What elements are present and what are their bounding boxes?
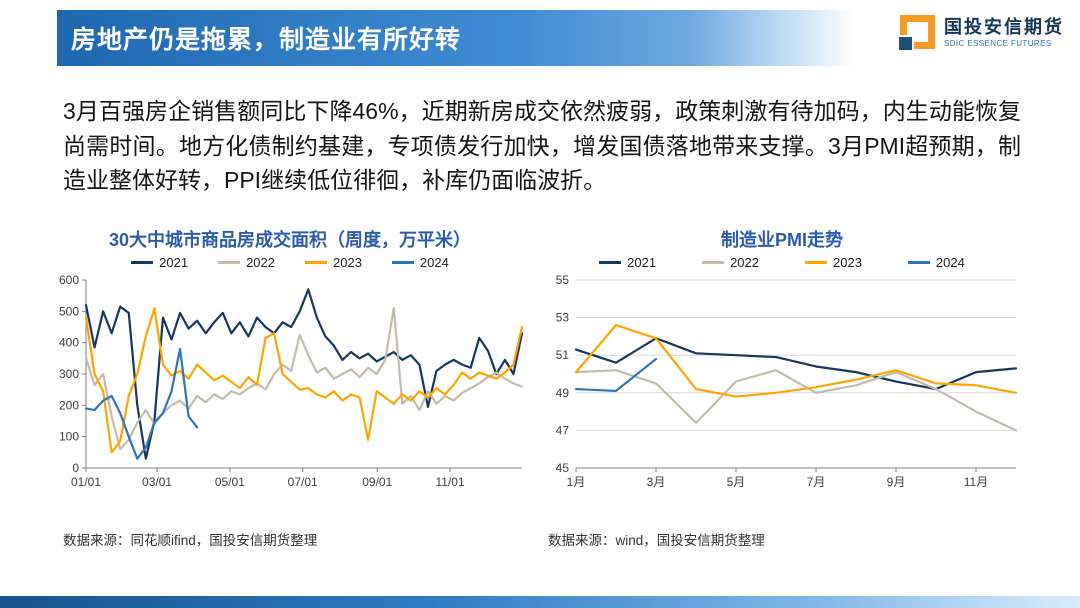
- bottom-bar: [0, 596, 1080, 608]
- y-tick-label: 45: [556, 461, 570, 475]
- logo-text: 国投安信期货 SDIC ESSENCE FUTURES: [944, 16, 1064, 49]
- y-tick-label: 300: [59, 367, 79, 381]
- legend-label: 2024: [419, 254, 449, 270]
- logo-orange-square: [900, 15, 935, 49]
- series-line-2023: [84, 307, 524, 454]
- y-tick-label: 0: [72, 461, 79, 475]
- legend-label: 2024: [935, 254, 965, 270]
- legend-item-2021: 2021: [599, 255, 656, 270]
- chart-legend: 2021 2022 2023 2024: [540, 252, 1024, 272]
- legend-item-2024: 2024: [391, 254, 449, 270]
- x-tick-label: 09/01: [362, 475, 392, 489]
- y-tick-label: 400: [59, 336, 79, 350]
- series-line-2024: [574, 357, 658, 393]
- x-tick-label: 11/01: [435, 475, 464, 489]
- legend-item-2022: 2022: [218, 255, 275, 270]
- legend-line-swatch: [599, 260, 622, 264]
- series-line-2021: [574, 337, 1018, 391]
- x-tick-label: 9月: [887, 475, 906, 489]
- x-tick-label: 11月: [964, 475, 988, 489]
- legend-line-swatch: [131, 260, 154, 264]
- source-note-left: 数据来源：同花顺ifind，国投安信期货整理: [63, 533, 318, 548]
- legend-line-swatch: [305, 260, 327, 264]
- series-line-2022: [574, 369, 1018, 432]
- page-title: 房地产仍是拖累，制造业有所好转: [71, 26, 462, 54]
- housing-sales-chart: 0 100 200 300 400 500 600 01/01 03/01 05/01 07/01 0…: [59, 273, 524, 489]
- x-tick-label: 03/01: [142, 475, 172, 489]
- company-logo: 国投安信期货 SDIC ESSENCE FUTURES: [897, 14, 1064, 52]
- legend-item-2023: 2023: [805, 255, 862, 270]
- y-tick-label: 500: [59, 304, 79, 318]
- y-tick-label: 55: [556, 273, 570, 287]
- y-tick-label: 47: [556, 423, 570, 437]
- x-tick-label: 7月: [807, 475, 826, 489]
- y-tick-label: 100: [59, 430, 79, 444]
- housing-sales-chart-block: 30大中城市商品房成交面积（周度，万平米） 2021 2022 2023 2024 0…: [50, 226, 530, 490]
- y-tick-label: 53: [556, 311, 570, 325]
- legend-item-2024: 2024: [907, 254, 965, 270]
- legend-item-2021: 2021: [131, 255, 188, 270]
- logo-name-en: SDIC ESSENCE FUTURES: [944, 38, 1052, 48]
- legend-label: 2023: [333, 254, 362, 270]
- legend-item-2022: 2022: [702, 255, 759, 270]
- legend-line-swatch: [702, 260, 725, 264]
- legend-line-swatch: [907, 260, 930, 264]
- legend-item-2023: 2023: [305, 255, 362, 270]
- y-tick-label: 49: [556, 386, 570, 400]
- y-tick-label: 200: [59, 398, 79, 412]
- legend-label: 2022: [246, 254, 275, 270]
- pmi-chart-block: 制造业PMI走势 2021 2022 2023 2024 45 47 49 51 53 55 1月…: [540, 226, 1024, 490]
- legend-label: 2023: [833, 254, 862, 270]
- legend-label: 2022: [730, 254, 759, 270]
- chart-legend: 2021 2022 2023 2024: [50, 252, 530, 272]
- x-tick-label: 3月: [647, 475, 666, 489]
- legend-label: 2021: [159, 254, 189, 270]
- pmi-chart-title: 制造业PMI走势: [720, 230, 843, 250]
- source-note-right: 数据来源：wind，国投安信期货整理: [548, 533, 765, 548]
- x-tick-label: 1月: [567, 475, 586, 489]
- series-line-2024: [84, 347, 199, 460]
- y-tick-label: 51: [556, 348, 570, 362]
- logo-blue-square: [897, 35, 914, 52]
- legend-line-swatch: [391, 260, 414, 264]
- legend-line-swatch: [805, 260, 827, 264]
- logo-square-icon: [897, 14, 935, 52]
- series-line-2021: [84, 288, 524, 460]
- housing-chart-title: 30大中城市商品房成交面积（周度，万平米）: [108, 230, 472, 250]
- logo-name-cn: 国投安信期货: [944, 16, 1064, 37]
- pmi-chart: 45 47 49 51 53 55 1月 3月 5月 7月 9月 11月: [556, 273, 1018, 489]
- legend-line-swatch: [218, 260, 241, 264]
- series-line-2023: [574, 324, 1018, 398]
- summary-paragraph: 3月百强房企销售额同比下降46%，近期新房成交依然疲弱，政策刺激有待加码，内生动…: [63, 98, 1021, 193]
- x-tick-label: 5月: [727, 475, 746, 489]
- legend-label: 2021: [627, 254, 657, 270]
- y-tick-label: 600: [59, 273, 79, 287]
- x-tick-label: 07/01: [288, 475, 318, 489]
- x-tick-label: 01/01: [71, 475, 101, 489]
- x-tick-label: 05/01: [215, 475, 245, 489]
